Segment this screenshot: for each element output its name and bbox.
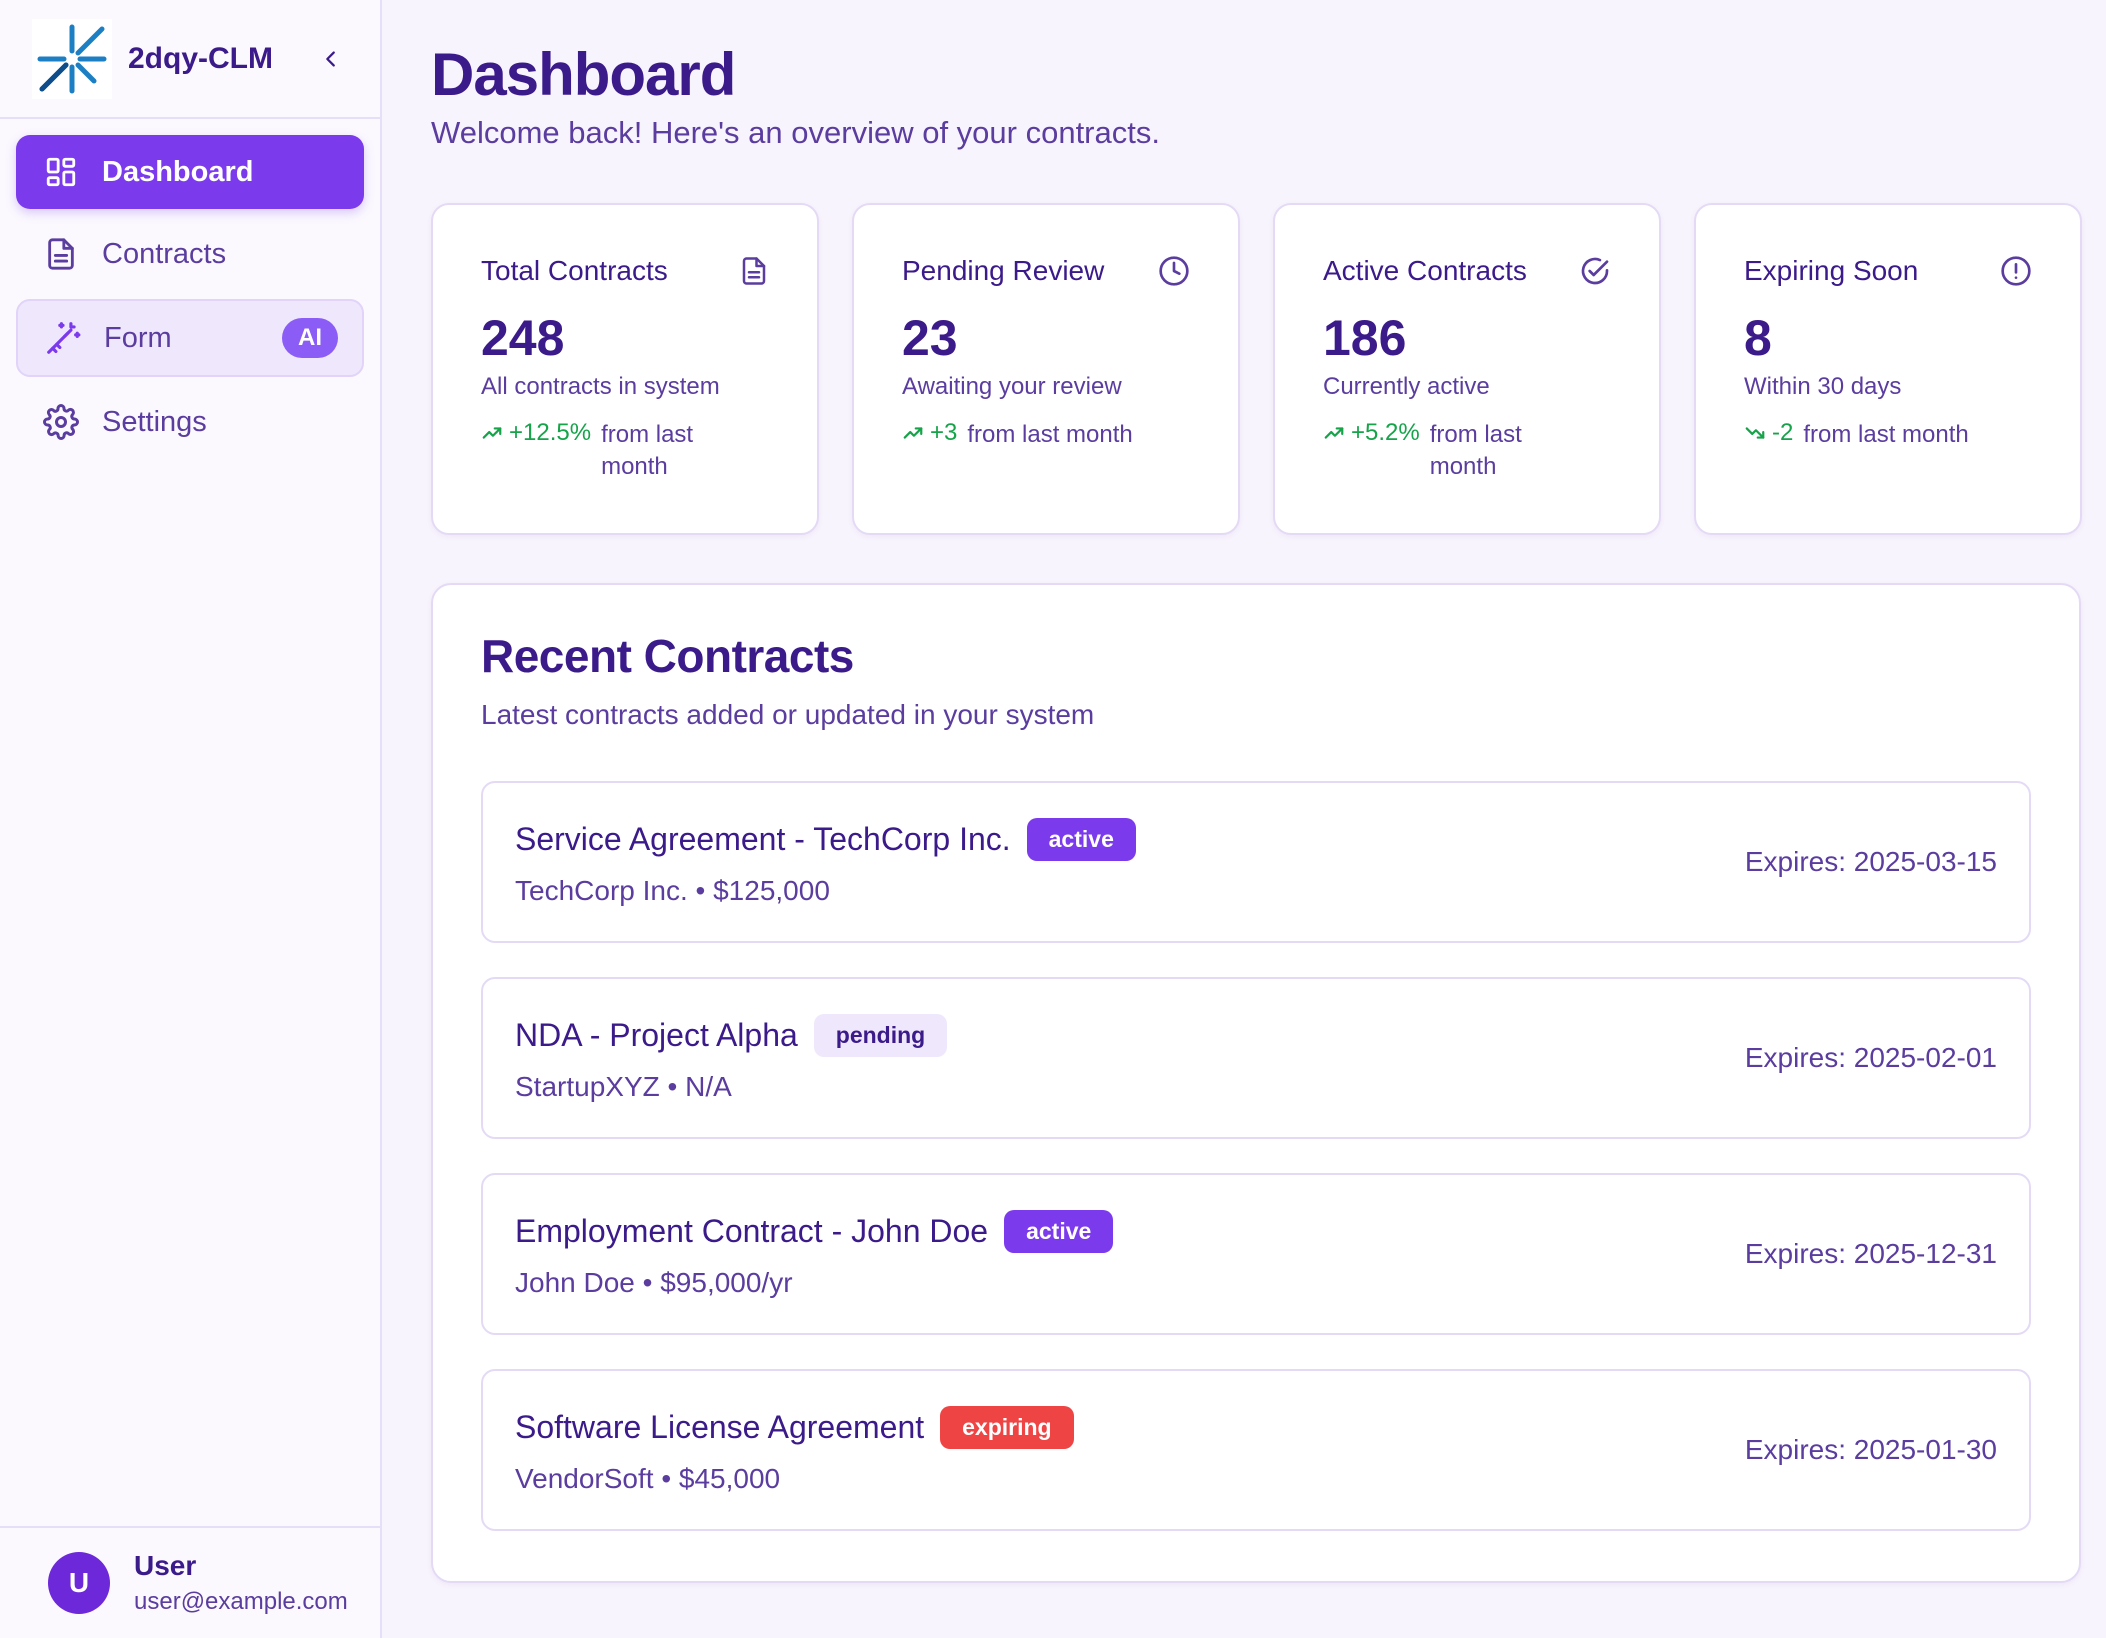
stat-description: All contracts in system [481, 373, 720, 400]
user-profile[interactable]: U User user@example.com [0, 1526, 380, 1638]
stat-trend: +12.5% from last month [481, 419, 769, 483]
stat-card-total-contracts: Total Contracts 248 All contracts in sys… [431, 203, 819, 535]
document-icon [42, 235, 80, 273]
stat-value: 8 [1744, 310, 1772, 366]
stat-value: 23 [902, 310, 958, 366]
stat-delta-period: from last month [1429, 421, 1522, 480]
stat-trend: -2 from last month [1744, 419, 2032, 451]
stat-card-active-contracts: Active Contracts 186 Currently active +5… [1273, 203, 1661, 535]
user-info: User user@example.com [134, 1550, 348, 1616]
contract-name: Employment Contract - John Doe [515, 1212, 989, 1249]
collapse-sidebar-button[interactable] [311, 39, 351, 79]
dashboard-icon [42, 153, 80, 191]
ai-badge: AI [282, 318, 338, 358]
stat-card-expiring-soon: Expiring Soon 8 Within 30 days -2 from l… [1694, 203, 2082, 535]
brand-name: 2dqy-CLM [128, 41, 273, 75]
contract-meta: StartupXYZ • N/A [515, 1070, 732, 1102]
trending-down-icon [1745, 427, 1765, 439]
page-title: Dashboard [431, 41, 736, 108]
stat-card-pending-review: Pending Review 23 Awaiting your review +… [852, 203, 1240, 535]
contracts-list: Service Agreement - TechCorp Inc. active… [481, 781, 2031, 1531]
status-badge: active [1004, 1209, 1114, 1253]
clock-icon [1159, 256, 1189, 286]
contract-meta: TechCorp Inc. • $125,000 [515, 874, 830, 906]
alert-circle-icon [2001, 256, 2031, 286]
stat-label: Active Contracts [1323, 255, 1527, 286]
sidebar-item-contracts[interactable]: Contracts [16, 217, 364, 291]
contract-meta: John Doe • $95,000/yr [515, 1266, 793, 1298]
contract-expiry: Expires: 2025-12-31 [1744, 1238, 1997, 1269]
stat-trend: +5.2% from last month [1323, 419, 1611, 483]
sidebar-item-label: Dashboard [102, 155, 254, 188]
sidebar-nav: Dashboard Contracts Form AI Settings [0, 119, 380, 475]
check-circle-icon [1581, 257, 1609, 285]
contract-item[interactable]: NDA - Project Alpha pending StartupXYZ •… [481, 977, 2031, 1139]
stat-delta: +5.2% [1351, 419, 1420, 446]
status-badge: pending [813, 1013, 948, 1057]
sidebar-item-form[interactable]: Form AI [16, 299, 364, 377]
stat-delta: -2 [1772, 419, 1794, 446]
stat-delta: +12.5% [509, 419, 592, 446]
stat-delta-period: from last month [967, 421, 1133, 448]
user-name: User [134, 1550, 197, 1581]
stat-label: Expiring Soon [1744, 255, 1919, 286]
section-title: Recent Contracts [481, 630, 854, 682]
contract-name: NDA - Project Alpha [515, 1016, 798, 1053]
chevron-left-icon [326, 50, 335, 67]
contract-name: Software License Agreement [515, 1408, 925, 1445]
stat-description: Within 30 days [1744, 373, 1902, 400]
contract-expiry: Expires: 2025-01-30 [1744, 1434, 1997, 1465]
gear-icon [42, 403, 80, 441]
stat-value: 248 [481, 310, 565, 366]
stat-description: Currently active [1323, 373, 1490, 400]
recent-contracts-card: Recent Contracts Latest contracts added … [431, 583, 2081, 1583]
contract-meta: VendorSoft • $45,000 [515, 1462, 781, 1494]
stat-delta-period: from last month [1803, 421, 1969, 448]
stat-value: 186 [1323, 310, 1407, 366]
page-subtitle: Welcome back! Here's an overview of your… [431, 115, 1160, 150]
avatar: U [48, 1552, 110, 1614]
contract-item[interactable]: Software License Agreement expiring Vend… [481, 1369, 2031, 1531]
stat-description: Awaiting your review [902, 373, 1122, 400]
contract-name: Service Agreement - TechCorp Inc. [515, 820, 1011, 857]
sidebar-item-dashboard[interactable]: Dashboard [16, 135, 364, 209]
contract-expiry: Expires: 2025-02-01 [1744, 1042, 1997, 1073]
document-icon [742, 257, 766, 285]
sidebar-item-settings[interactable]: Settings [16, 385, 364, 459]
trending-up-icon [903, 427, 923, 439]
brand-logo[interactable] [32, 18, 112, 99]
stat-delta: +3 [930, 419, 958, 446]
sidebar-item-label: Settings [102, 405, 207, 438]
user-email: user@example.com [134, 1588, 348, 1615]
stat-label: Pending Review [902, 255, 1105, 286]
contract-item[interactable]: Service Agreement - TechCorp Inc. active… [481, 781, 2031, 943]
contract-item[interactable]: Employment Contract - John Doe active Jo… [481, 1173, 2031, 1335]
stat-trend: +3 from last month [902, 419, 1190, 451]
status-badge: active [1026, 817, 1136, 861]
trending-up-icon [1324, 427, 1344, 439]
contract-expiry: Expires: 2025-03-15 [1744, 846, 1997, 877]
magic-wand-icon [44, 319, 82, 357]
brand-header: 2dqy-CLM [0, 0, 380, 119]
trending-up-icon [482, 427, 502, 439]
sidebar: 2dqy-CLM Dashboard Contracts [0, 0, 382, 1638]
stat-label: Total Contracts [481, 255, 668, 286]
main-content: Dashboard Welcome back! Here's an overvi… [382, 0, 2106, 1638]
sidebar-item-label: Contracts [102, 237, 227, 270]
status-badge: expiring [940, 1405, 1074, 1449]
stat-delta-period: from last month [601, 421, 694, 480]
logo-icon [37, 24, 107, 93]
sidebar-item-label: Form [104, 321, 172, 354]
stats-row: Total Contracts 248 All contracts in sys… [431, 203, 2082, 535]
section-subtitle: Latest contracts added or updated in you… [481, 699, 1095, 730]
